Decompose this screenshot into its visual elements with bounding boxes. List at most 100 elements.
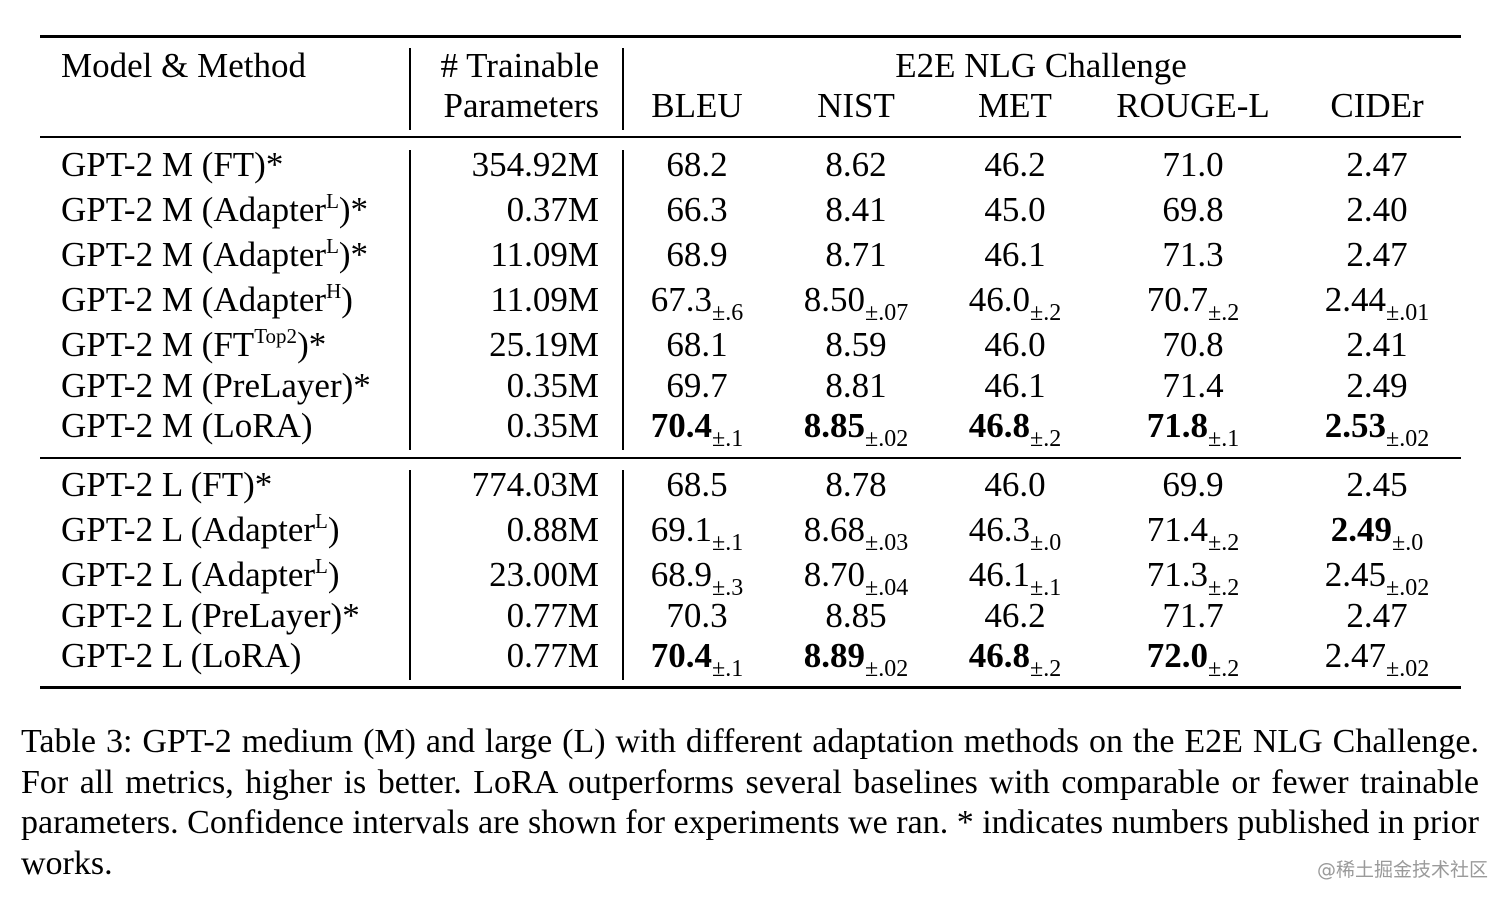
metric-cell-cider: 2.47 <box>1346 596 1407 636</box>
header-rule <box>40 136 1461 138</box>
metric-cell-nist: 8.78 <box>825 465 886 505</box>
metric-value: 2.40 <box>1346 190 1408 229</box>
model-suffix: ) <box>327 555 340 594</box>
trainable-params-cell: 0.35M <box>506 406 599 445</box>
header-metric-rouge-l: ROUGE-L <box>1116 86 1270 125</box>
metric-cell-met: 46.0 <box>984 465 1045 505</box>
metric-value: 71.3 <box>1162 235 1224 274</box>
confidence-interval: ±.6 <box>712 300 744 326</box>
metric-value: 46.2 <box>984 145 1046 184</box>
metric-cell-bleu: 68.2 <box>666 145 727 185</box>
metric-value: 2.47 <box>1324 636 1387 675</box>
metric-value: 8.78 <box>825 465 887 504</box>
metric-cell-bleu: 70.4±.1 <box>651 636 743 682</box>
confidence-interval: ±.2 <box>1208 530 1240 556</box>
metric-value: 46.1 <box>968 555 1031 594</box>
metric-value: 8.62 <box>825 145 887 184</box>
metric-cell-bleu: 69.7 <box>666 366 727 406</box>
metric-value: 2.49 <box>1330 510 1393 549</box>
metric-value: 8.85 <box>803 406 866 445</box>
model-method-cell: GPT-2 M (AdapterL)* <box>61 234 368 275</box>
metric-cell-bleu: 68.9±.3 <box>650 555 743 601</box>
metric-cell-cider: 2.47 <box>1346 235 1407 275</box>
model-method-cell: GPT-2 M (LoRA) <box>61 406 313 446</box>
metric-cell-met: 46.1 <box>984 366 1045 406</box>
confidence-interval: ±.2 <box>1208 656 1240 682</box>
trainable-params-cell: 0.88M <box>506 510 599 549</box>
metric-value: 2.47 <box>1346 235 1408 274</box>
confidence-interval: ±.2 <box>1030 656 1062 682</box>
header-e2e-group: E2E NLG Challenge <box>895 46 1187 85</box>
confidence-interval: ±.02 <box>865 426 909 452</box>
metric-value: 71.8 <box>1146 406 1209 445</box>
metric-value: 46.0 <box>968 280 1031 319</box>
metric-value: 69.1 <box>650 510 713 549</box>
confidence-interval: ±.1 <box>712 656 744 682</box>
metric-value: 68.9 <box>650 555 713 594</box>
metric-cell-bleu: 68.9 <box>666 235 727 275</box>
metric-value: 2.49 <box>1346 366 1408 405</box>
metric-value: 69.8 <box>1162 190 1224 229</box>
metric-cell-rouge-l: 72.0±.2 <box>1146 636 1239 682</box>
trainable-params-cell: 25.19M <box>489 325 599 364</box>
metric-cell-met: 46.3±.0 <box>969 510 1061 556</box>
metric-cell-cider: 2.49 <box>1346 366 1407 406</box>
metric-value: 72.0 <box>1146 636 1209 675</box>
metric-value: 2.53 <box>1324 406 1387 445</box>
metric-value: 46.0 <box>984 465 1046 504</box>
metric-cell-rouge-l: 71.3 <box>1162 235 1223 275</box>
column-divider <box>622 48 624 130</box>
metric-value: 71.4 <box>1162 366 1224 405</box>
model-superscript: Top2 <box>254 324 298 348</box>
confidence-interval: ±.2 <box>1208 300 1240 326</box>
metric-value: 46.8 <box>968 636 1031 675</box>
confidence-interval: ±.0 <box>1030 530 1062 556</box>
metric-cell-bleu: 68.1 <box>666 325 727 365</box>
metric-value: 8.50 <box>803 280 866 319</box>
confidence-interval: ±.04 <box>865 575 909 601</box>
metric-cell-met: 46.0 <box>984 325 1045 365</box>
metric-value: 8.71 <box>825 235 887 274</box>
metric-value: 69.7 <box>666 366 728 405</box>
metric-value: 70.7 <box>1146 280 1209 319</box>
metric-value: 68.5 <box>666 465 728 504</box>
results-table: Model & Method # Trainable Parameters E2… <box>40 35 1461 689</box>
metric-value: 71.3 <box>1146 555 1209 594</box>
header-metric-nist: NIST <box>817 86 895 125</box>
metric-cell-nist: 8.41 <box>825 190 886 230</box>
trainable-params-cell: 0.37M <box>506 190 599 229</box>
confidence-interval: ±.02 <box>1386 575 1430 601</box>
metric-cell-nist: 8.85 <box>825 596 886 636</box>
metric-value: 46.8 <box>968 406 1031 445</box>
metric-cell-nist: 8.62 <box>825 145 886 185</box>
metric-cell-nist: 8.68±.03 <box>803 510 908 556</box>
metric-value: 8.68 <box>803 510 866 549</box>
metric-cell-cider: 2.45±.02 <box>1325 555 1429 601</box>
metric-cell-rouge-l: 71.3±.2 <box>1146 555 1239 601</box>
model-method-cell: GPT-2 L (AdapterL) <box>61 509 340 550</box>
model-superscript: L <box>326 189 339 213</box>
bottom-rule <box>40 686 1461 689</box>
caption-text: Table 3: GPT-2 medium (M) and large (L) … <box>21 723 1479 882</box>
model-name: GPT-2 M (LoRA) <box>61 406 313 445</box>
metric-cell-met: 46.1 <box>984 235 1045 275</box>
column-divider <box>622 150 624 450</box>
metric-value: 67.3 <box>650 280 713 319</box>
metric-value: 2.41 <box>1346 325 1408 364</box>
metric-cell-nist: 8.59 <box>825 325 886 365</box>
metric-cell-rouge-l: 71.8±.1 <box>1146 406 1239 452</box>
metric-cell-rouge-l: 69.9 <box>1162 465 1223 505</box>
model-name: GPT-2 M (PreLayer)* <box>61 366 371 405</box>
model-name: GPT-2 M (Adapter <box>61 235 327 274</box>
header-model-method: Model & Method <box>61 46 306 85</box>
trainable-params-cell: 354.92M <box>471 145 599 184</box>
confidence-interval: ±.2 <box>1208 575 1240 601</box>
metric-cell-rouge-l: 71.0 <box>1162 145 1223 185</box>
metric-value: 70.3 <box>666 596 728 635</box>
metric-cell-rouge-l: 70.7±.2 <box>1146 280 1239 326</box>
metric-value: 68.1 <box>666 325 728 364</box>
metric-cell-met: 46.8±.2 <box>968 636 1061 682</box>
metric-cell-bleu: 70.4±.1 <box>651 406 743 452</box>
model-name: GPT-2 L (FT)* <box>61 465 273 504</box>
metric-cell-rouge-l: 71.4±.2 <box>1147 510 1239 556</box>
